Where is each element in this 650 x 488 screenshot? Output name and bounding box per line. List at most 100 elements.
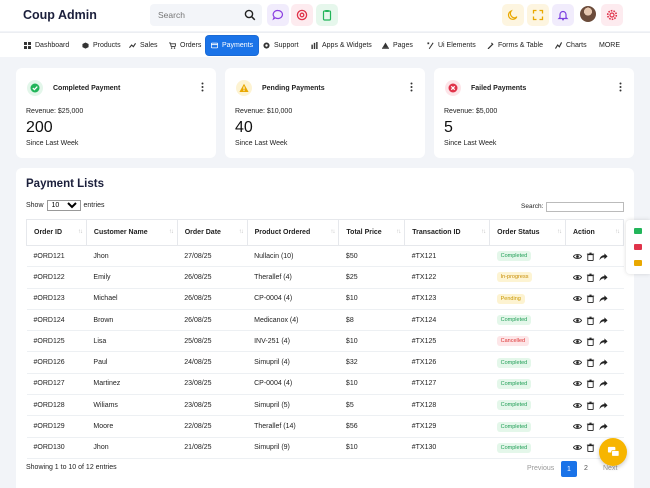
column-header[interactable]: Order ID ↑↓ [26,219,87,246]
eye-icon[interactable] [572,337,582,346]
cell-status: Pending [489,288,566,310]
kebab-menu-icon[interactable] [619,82,622,92]
eye-icon[interactable] [572,316,582,325]
stat-card-pending: Pending Payments Revenue: $10,000 40 Sin… [225,68,425,158]
avatar[interactable] [580,6,596,22]
trash-icon[interactable] [586,443,595,453]
table-search-input[interactable] [546,202,624,212]
cell-actions [565,330,624,353]
cell-product: Medicanox (4) [247,309,339,332]
nav-sales[interactable]: Sales [129,37,158,54]
share-icon[interactable] [598,358,608,367]
nav-dashboard[interactable]: Dashboard [24,37,69,54]
sort-icon: ↑↓ [330,229,335,235]
nav-orders[interactable]: Orders [169,37,201,54]
search-input[interactable] [158,7,240,23]
eye-icon[interactable] [572,422,582,431]
row-actions [572,422,624,432]
search-icon[interactable] [244,9,256,21]
pagination-page-2[interactable]: 2 [584,465,588,472]
table-search-label: Search: [521,203,544,210]
cell-status: Completed [489,309,566,332]
column-header[interactable]: Customer Name ↑↓ [85,219,178,246]
chat-fab-button[interactable] [599,438,627,466]
nav-label: Payments [222,42,254,49]
nav-apps-widgets[interactable]: Apps & Widgets [311,37,372,54]
eye-icon[interactable] [572,379,582,388]
share-icon[interactable] [598,316,608,325]
eye-icon[interactable] [572,358,582,367]
trash-icon[interactable] [586,273,595,282]
cart-icon [169,42,176,49]
card-icon [211,42,218,49]
share-icon[interactable] [598,294,608,303]
nav-payments[interactable]: Payments [206,36,259,55]
nav-products[interactable]: Products [82,37,121,54]
share-icon[interactable] [598,337,608,346]
trash-icon[interactable] [586,337,595,346]
column-header[interactable]: Order Status ↑↓ [489,219,566,246]
chat-icon [272,9,284,21]
kebab-menu-icon[interactable] [410,82,413,92]
settings-button[interactable] [601,4,623,26]
theme-toggle[interactable] [502,4,524,26]
share-icon[interactable] [598,401,608,410]
cash-icon[interactable] [634,228,642,234]
forms-icon [487,42,494,49]
eye-icon[interactable] [572,401,582,410]
trash-icon[interactable] [586,422,595,432]
notification-button[interactable] [552,4,574,26]
entries-select[interactable]: 10 [46,200,81,211]
mail-button[interactable] [291,4,313,26]
clipboard-button[interactable] [316,4,338,26]
eye-icon[interactable] [572,252,582,261]
pagination-next[interactable]: Next [603,465,618,472]
cell-id: #ORD127 [26,373,87,396]
eye-icon[interactable] [572,443,582,452]
payments-table: Order ID ↑↓ Customer Name ↑↓ Order Date ↑↓ … [26,219,624,459]
nav-forms-table[interactable]: Forms & Table [487,37,543,54]
nav-label: Products [93,42,121,49]
nav-pages[interactable]: Pages [382,37,413,54]
chart-icon [555,42,562,49]
support-icon [263,42,270,49]
status-badge: Cancelled [496,336,530,347]
nav-support[interactable]: Support [263,37,299,54]
fullscreen-button[interactable] [527,4,549,26]
nav-charts[interactable]: Charts [555,37,587,54]
pagination-page-1[interactable]: 1 [561,461,577,477]
payment-list-card: Payment Lists Show 10 entries Search: Or… [16,168,634,488]
stat-revenue: Revenue: $5,000 [444,108,498,115]
chat-button[interactable] [267,4,289,26]
eye-icon[interactable] [572,273,582,282]
eye-icon[interactable] [572,294,582,303]
cell-date: 21/08/25 [177,437,248,459]
trash-icon[interactable] [586,401,595,410]
trash-icon[interactable] [586,316,595,325]
column-header[interactable]: Total Price ↑↓ [338,219,406,246]
column-header[interactable]: Product Ordered ↑↓ [246,219,340,246]
nav-more[interactable]: MORE [599,37,620,54]
nav-ui-elements[interactable]: Ui Elements [427,37,476,54]
trash-icon[interactable] [586,379,595,389]
chart-icon[interactable] [634,244,642,250]
folder-icon[interactable] [634,260,642,266]
share-icon[interactable] [598,273,608,282]
column-header[interactable]: Order Date ↑↓ [176,219,248,246]
share-icon[interactable] [598,422,608,431]
cell-actions [565,309,624,332]
bell-icon [557,10,569,21]
trash-icon[interactable] [586,358,595,368]
column-header[interactable]: Transaction ID ↑↓ [404,219,491,246]
kebab-menu-icon[interactable] [201,82,204,92]
pagination-previous[interactable]: Previous [527,465,555,472]
cell-id: #ORD121 [26,245,87,268]
trash-icon[interactable] [586,294,595,304]
trash-icon[interactable] [586,252,595,261]
cell-id: #ORD124 [26,309,87,332]
share-icon[interactable] [598,252,608,261]
column-header[interactable]: Action ↑↓ [565,219,624,246]
share-icon[interactable] [598,379,608,388]
cell-txn: #TX124 [404,309,490,332]
cell-actions [565,266,624,289]
